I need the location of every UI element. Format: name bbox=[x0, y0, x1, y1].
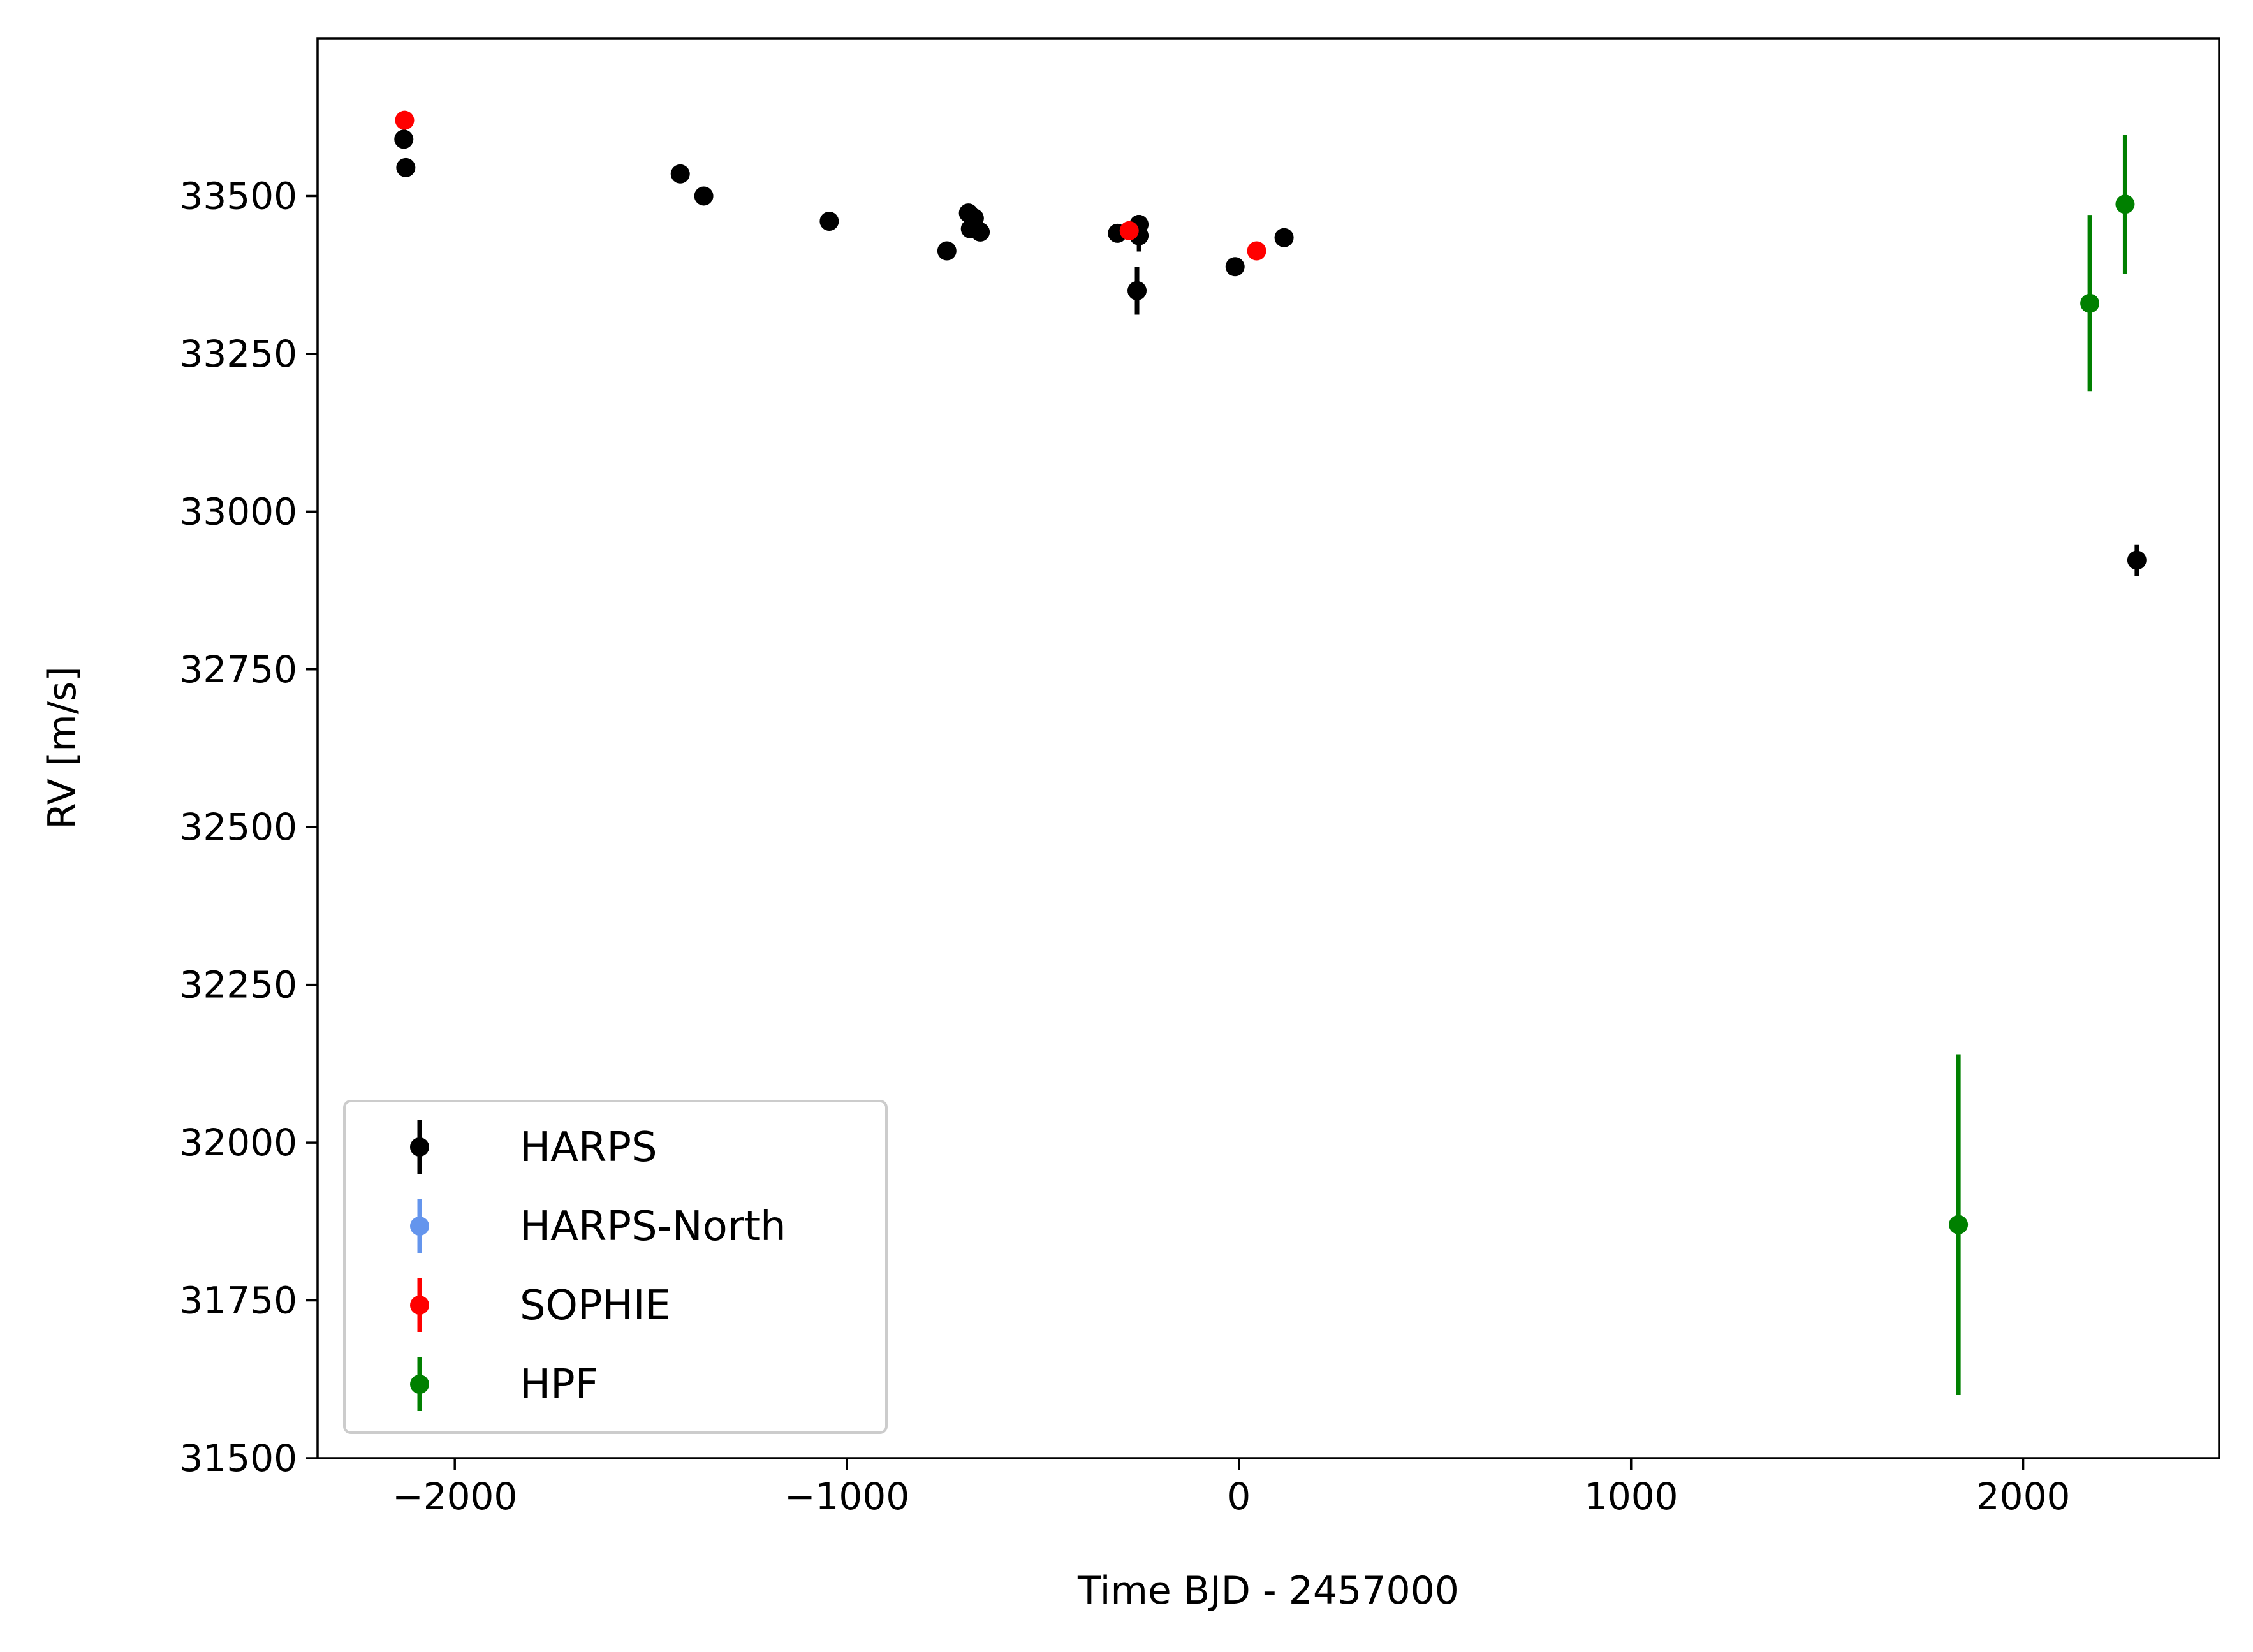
x-tick-label: −2000 bbox=[392, 1475, 517, 1518]
harps-point bbox=[670, 164, 690, 184]
x-tick-label: 0 bbox=[1227, 1475, 1251, 1518]
axes: −2000 −1000 0 1000 2000 31500 31750 32000 32250 3… bbox=[179, 174, 2070, 1518]
legend-harps-marker bbox=[410, 1137, 429, 1157]
harps-point bbox=[1274, 228, 1294, 247]
harps-point bbox=[971, 222, 990, 242]
plot-frame bbox=[316, 37, 2220, 1459]
legend-sophie-marker bbox=[410, 1296, 429, 1315]
y-tick-label: 32500 bbox=[179, 805, 297, 849]
y-tick-label: 31750 bbox=[179, 1279, 297, 1322]
hpf-point bbox=[1949, 1215, 1969, 1234]
y-tick-label: 32000 bbox=[179, 1121, 297, 1164]
sophie-point bbox=[395, 110, 415, 130]
legend-harps-north-marker bbox=[410, 1217, 429, 1236]
x-tick-label: 2000 bbox=[1976, 1475, 2071, 1518]
harps-point bbox=[2127, 550, 2147, 570]
legend: HARPS HARPS-North SOPHIE HPF bbox=[343, 1100, 888, 1434]
legend-sophie-label: SOPHIE bbox=[520, 1282, 671, 1329]
y-tick-label: 31500 bbox=[179, 1436, 297, 1480]
harps-point bbox=[394, 129, 414, 149]
harps-point bbox=[396, 157, 416, 177]
hpf-point bbox=[2080, 293, 2100, 313]
harps-point bbox=[1225, 257, 1245, 277]
plot-area bbox=[394, 110, 2147, 1396]
legend-box bbox=[343, 1100, 888, 1434]
y-tick-label: 33250 bbox=[179, 332, 297, 376]
legend-hpf-label: HPF bbox=[520, 1361, 599, 1408]
sophie-point bbox=[1119, 221, 1139, 240]
harps-point bbox=[937, 241, 957, 261]
y-tick-label: 33000 bbox=[179, 490, 297, 533]
x-tick-label: −1000 bbox=[784, 1475, 909, 1518]
x-tick-label: 1000 bbox=[1584, 1475, 1678, 1518]
y-tick-label: 33500 bbox=[179, 174, 297, 217]
harps-point bbox=[819, 212, 839, 231]
y-axis-label: RV [m/s] bbox=[40, 666, 85, 829]
y-tick-label: 32750 bbox=[179, 648, 297, 691]
sophie-point bbox=[1247, 241, 1266, 261]
legend-harps-label: HARPS bbox=[520, 1124, 657, 1171]
harps-point bbox=[1127, 281, 1147, 300]
legend-harps-north-label: HARPS-North bbox=[520, 1203, 786, 1250]
hpf-point bbox=[2115, 194, 2135, 214]
legend-hpf-marker bbox=[410, 1375, 429, 1394]
y-tick-label: 32250 bbox=[179, 963, 297, 1007]
x-axis-label: Time BJD - 2457000 bbox=[1077, 1568, 1459, 1613]
harps-point bbox=[694, 186, 714, 206]
